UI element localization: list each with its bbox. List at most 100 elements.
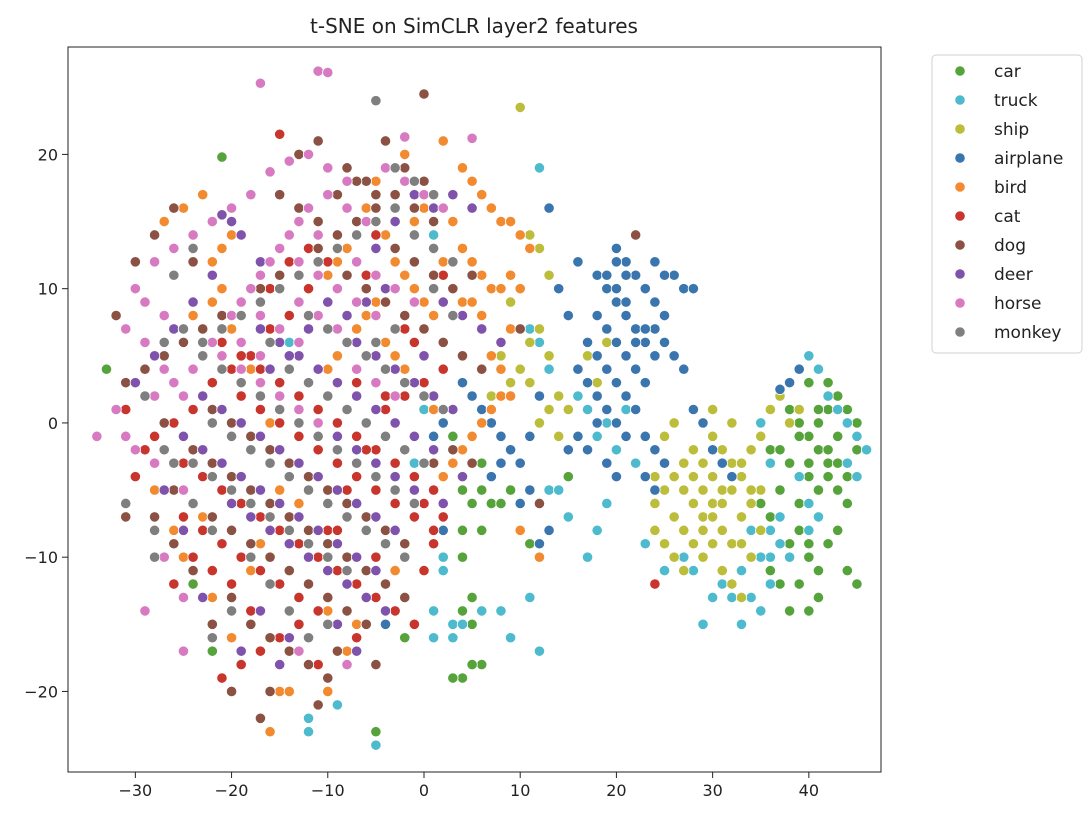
legend-marker <box>954 239 966 251</box>
point-monkey-50 <box>302 538 315 550</box>
point-cat-47 <box>216 336 228 348</box>
point-ship-23 <box>658 484 671 496</box>
point-bird-4 <box>225 229 238 241</box>
series-airplane <box>379 202 805 630</box>
point-horse-10 <box>245 189 257 201</box>
point-cat-15 <box>235 497 247 510</box>
point-cat-48 <box>235 350 247 362</box>
point-airplane-28 <box>610 417 623 429</box>
point-dog-38 <box>225 471 238 483</box>
point-deer-72 <box>351 645 363 657</box>
point-cat-39 <box>293 430 305 442</box>
point-bird-8 <box>437 135 449 147</box>
point-airplane-73 <box>630 336 642 348</box>
point-horse-14 <box>168 242 180 254</box>
point-truck-56 <box>812 363 825 375</box>
point-horse-26 <box>312 417 324 429</box>
point-monkey-60 <box>139 390 151 402</box>
point-ship-26 <box>687 538 699 550</box>
point-car-14 <box>456 551 469 563</box>
point-dog-7 <box>418 175 430 187</box>
legend-label: dog <box>994 236 1026 256</box>
point-cat-64 <box>274 578 286 590</box>
point-bird-54 <box>399 363 411 375</box>
point-cat-3 <box>302 283 315 295</box>
point-dog-36 <box>187 444 199 456</box>
point-bird-41 <box>389 256 401 268</box>
point-dog-8 <box>389 189 401 201</box>
legend-marker <box>954 268 966 280</box>
point-truck-7 <box>437 565 449 577</box>
point-bird-27 <box>514 283 526 295</box>
point-dog-91 <box>428 269 440 281</box>
point-deer-37 <box>216 403 228 416</box>
point-cat-58 <box>428 484 440 496</box>
point-cat-36 <box>235 390 247 402</box>
point-ship-76 <box>755 430 767 442</box>
point-deer-49 <box>216 457 228 469</box>
point-bird-18 <box>418 202 430 214</box>
point-dog-96 <box>379 296 392 308</box>
point-car-8 <box>485 497 497 510</box>
point-deer-90 <box>456 309 469 322</box>
point-ship-32 <box>745 497 757 510</box>
point-cat-38 <box>274 417 286 429</box>
point-bird-93 <box>216 283 228 295</box>
point-bird-20 <box>447 215 459 228</box>
point-cat-81 <box>379 403 392 416</box>
point-deer-73 <box>274 658 286 671</box>
point-cat-23 <box>389 605 401 617</box>
point-deer-50 <box>235 471 247 483</box>
point-airplane-91 <box>495 457 507 469</box>
point-truck-19 <box>581 551 594 563</box>
point-airplane-49 <box>649 323 661 335</box>
point-ship-45 <box>716 565 728 577</box>
legend-marker <box>954 297 966 309</box>
point-dog-44 <box>341 551 353 563</box>
point-truck-61 <box>860 444 873 456</box>
point-truck-30 <box>707 591 719 604</box>
point-ship-69 <box>687 471 699 483</box>
point-deer-101 <box>322 296 334 308</box>
point-car-2 <box>187 578 199 590</box>
point-ship-37 <box>716 444 728 456</box>
point-bird-10 <box>466 175 478 187</box>
point-bird-28 <box>437 256 449 268</box>
point-bird-76 <box>495 390 507 402</box>
point-airplane-44 <box>610 256 623 268</box>
x-tick-label: 10 <box>510 781 530 800</box>
point-monkey-52 <box>341 565 353 577</box>
x-tick-label: 30 <box>702 781 722 800</box>
point-truck-64 <box>803 497 815 510</box>
point-ship-5 <box>553 390 565 402</box>
point-truck-55 <box>803 350 815 362</box>
point-airplane-83 <box>649 484 661 496</box>
point-cat-80 <box>360 444 372 456</box>
point-dog-32 <box>341 497 353 510</box>
point-cat-90 <box>437 269 449 281</box>
point-deer-59 <box>245 511 257 523</box>
point-car-56 <box>774 578 786 590</box>
point-bird-70 <box>437 471 449 483</box>
point-bird-51 <box>322 363 334 375</box>
point-cat-85 <box>139 444 151 456</box>
point-truck-3 <box>302 726 315 738</box>
point-ship-47 <box>735 591 748 604</box>
legend-marker <box>954 152 966 164</box>
point-dog-60 <box>168 538 180 550</box>
point-ship-61 <box>735 538 748 550</box>
point-ship-75 <box>745 444 757 456</box>
point-deer-23 <box>408 430 420 442</box>
point-dog-95 <box>360 283 372 295</box>
point-bird-60 <box>283 685 295 698</box>
point-ship-68 <box>678 484 690 496</box>
point-truck-45 <box>678 551 690 563</box>
point-truck-69 <box>803 524 815 536</box>
point-dog-117 <box>514 323 526 335</box>
point-truck-47 <box>553 484 565 496</box>
point-bird-82 <box>322 605 334 617</box>
point-horse-48 <box>293 336 305 348</box>
point-truck-16 <box>524 591 536 604</box>
point-truck-42 <box>755 551 767 563</box>
point-bird-40 <box>379 229 392 241</box>
